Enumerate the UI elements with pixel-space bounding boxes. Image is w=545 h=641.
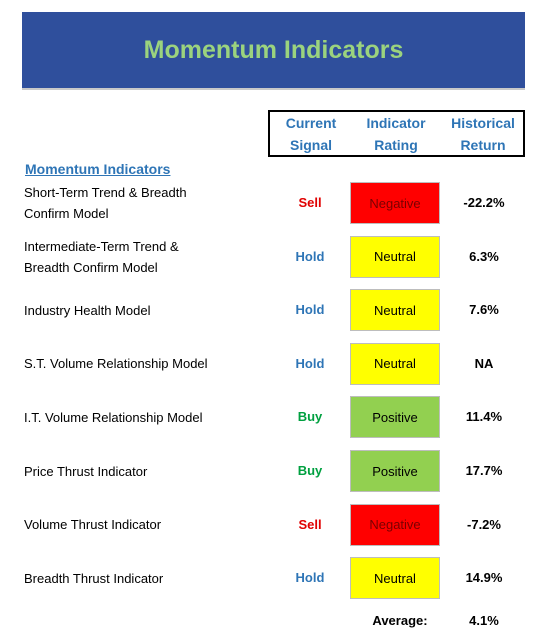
indicator-name: I.T. Volume Relationship Model: [24, 407, 202, 428]
header-line: Rating: [374, 137, 418, 153]
historical-return: -22.2%: [463, 195, 505, 210]
rating: Positive: [350, 396, 440, 439]
column-header: Historical Return: [440, 112, 526, 156]
average-value: 4.1%: [469, 613, 499, 628]
rating: Neutral: [350, 557, 440, 600]
indicator-name: Intermediate-Term Trend & Breadth Confirm…: [24, 236, 179, 278]
rating: Neutral: [350, 289, 440, 332]
header-line: Historical: [451, 115, 515, 131]
signal: Hold: [295, 570, 325, 586]
header-line: Indicator: [366, 115, 426, 131]
name-line: Intermediate-Term Trend &: [24, 238, 179, 254]
signal: Hold: [295, 248, 325, 264]
average-label: Average:: [372, 613, 428, 628]
name-line: S.T. Volume Relationship Model: [24, 356, 208, 372]
indicator-name: Price Thrust Indicator: [24, 461, 147, 482]
indicator-name: Volume Thrust Indicator: [24, 514, 161, 535]
section-label: Momentum Indicators: [25, 161, 171, 177]
name-line: Short-Term Trend & Breadth: [24, 185, 187, 200]
historical-return: 6.3%: [469, 248, 499, 264]
name-line: Confirm Model: [24, 206, 109, 221]
historical-return: 7.6%: [469, 302, 499, 318]
column-header: Indicator Rating: [353, 112, 439, 156]
column-header: Current Signal: [268, 112, 354, 156]
signal: Buy: [297, 409, 323, 425]
divider: [22, 88, 525, 90]
name-line: Breadth Confirm Model: [24, 259, 158, 275]
header-line: Return: [460, 137, 506, 153]
historical-return: 17.7%: [465, 463, 503, 478]
rating: Neutral: [350, 342, 440, 385]
rating: Positive: [350, 450, 440, 492]
signal: Hold: [295, 302, 325, 318]
rating: Negative: [350, 503, 440, 546]
name-line: Price Thrust Indicator: [24, 463, 148, 479]
historical-return: 11.4%: [465, 409, 503, 425]
rating: Neutral: [350, 235, 440, 278]
name-line: Breadth Thrust Indicator: [24, 570, 164, 586]
rating: Negative: [350, 182, 440, 224]
banner: Momentum Indicators: [22, 12, 525, 88]
signal: Hold: [295, 355, 325, 371]
historical-return: 14.9%: [465, 570, 503, 586]
header-line: Signal: [289, 137, 332, 153]
name-line: Industry Health Model: [24, 302, 151, 318]
signal: Sell: [298, 195, 322, 210]
name-line: Volume Thrust Indicator: [24, 517, 162, 533]
title: Momentum Indicators: [143, 35, 404, 64]
header-line: Current: [285, 115, 337, 131]
indicator-name: S.T. Volume Relationship Model: [24, 353, 208, 374]
historical-return: -7.2%: [467, 516, 501, 532]
indicator-name: Industry Health Model: [24, 300, 150, 321]
historical-return: NA: [474, 355, 494, 371]
signal: Sell: [298, 516, 322, 532]
indicator-name: Short-Term Trend & Breadth Confirm Model: [24, 182, 187, 224]
header-box: [268, 110, 525, 157]
indicator-name: Breadth Thrust Indicator: [24, 568, 163, 589]
name-line: I.T. Volume Relationship Model: [24, 409, 203, 425]
signal: Buy: [297, 463, 323, 478]
